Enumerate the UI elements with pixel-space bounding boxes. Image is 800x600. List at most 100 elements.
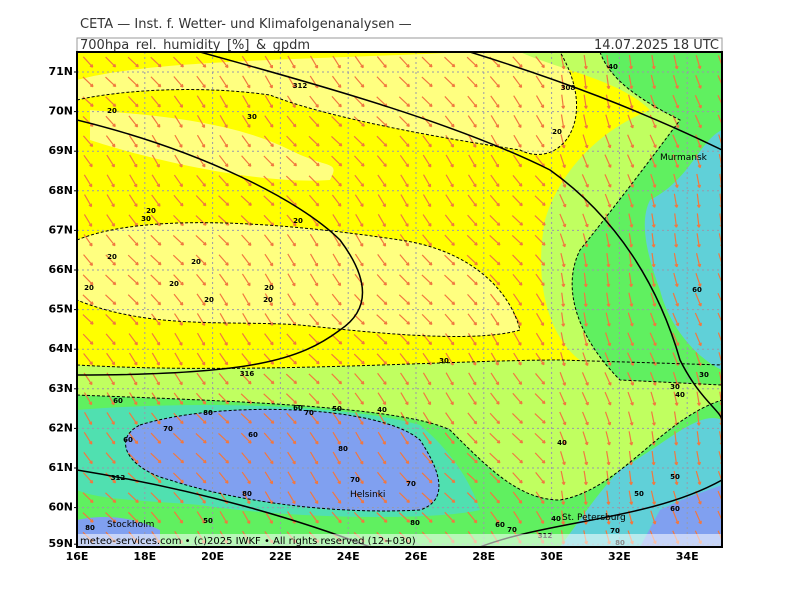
wind-arrow (354, 55, 364, 69)
wind-arrows (82, 54, 722, 545)
wind-arrow (512, 491, 523, 504)
wind-arrow (606, 470, 611, 486)
wind-arrow (105, 492, 117, 503)
wind-arrow (512, 392, 523, 405)
wind-arrow (263, 432, 274, 445)
wind-arrow (695, 272, 702, 287)
wind-arrow (583, 292, 588, 307)
wind-arrow (332, 214, 341, 227)
wind-arrow (651, 450, 656, 466)
wind-arrow (534, 432, 546, 444)
wind-arrow (398, 314, 411, 325)
wind-arrow (263, 373, 275, 385)
wind-arrow (444, 234, 455, 246)
wind-arrow (196, 75, 206, 88)
wind-arrow (489, 412, 501, 425)
wind-arrow (582, 233, 589, 248)
wind-arrow (421, 492, 433, 503)
axes: 71N70N69N68N67N66N65N64N63N62N61N60N59N1… (48, 65, 698, 563)
wind-arrow (241, 452, 252, 464)
wind-arrow (219, 75, 229, 89)
wind-arrow (604, 174, 612, 188)
wind-arrow (82, 135, 94, 148)
wind-arrow (466, 76, 478, 88)
wind-arrow (512, 56, 523, 68)
wind-arrow (82, 512, 94, 523)
wind-arrow (173, 76, 184, 88)
wind-arrow (628, 490, 634, 505)
wind-arrow (331, 75, 342, 88)
wind-arrow (466, 274, 478, 286)
wind-arrow (218, 413, 230, 424)
wind-arrow (513, 134, 522, 148)
wind-arrow (331, 353, 343, 365)
wind-arrow (489, 194, 500, 207)
contour-label: 60 (495, 521, 505, 529)
wind-arrow (672, 94, 680, 109)
wind-arrow (582, 213, 589, 228)
contour (469, 52, 722, 151)
wind-arrow (332, 273, 342, 287)
wind-arrow (127, 492, 139, 503)
wind-arrow (353, 155, 365, 167)
wind-arrow (264, 95, 274, 109)
wind-arrow (651, 470, 656, 486)
wind-arrow (399, 154, 410, 168)
wind-arrow (105, 96, 117, 108)
wind-arrow (583, 312, 588, 327)
wind-arrow (490, 392, 500, 405)
wind-arrow (650, 292, 657, 307)
lon-label: 24E (337, 550, 360, 563)
wind-arrow (196, 174, 206, 187)
wind-arrow (444, 56, 456, 68)
wind-arrow (106, 194, 115, 208)
wind-arrow (511, 215, 524, 226)
wind-arrow (263, 135, 274, 148)
wind-arrow (354, 194, 364, 207)
wind-arrow (332, 412, 342, 425)
wind-arrow (332, 233, 341, 247)
wind-arrow (264, 75, 273, 89)
wind-arrow (512, 293, 522, 306)
wind-arrow (627, 372, 635, 386)
wind-arrow (650, 173, 657, 188)
wind-arrow (534, 215, 546, 226)
wind-arrow (309, 451, 319, 465)
wind-arrow (400, 194, 409, 208)
wind-arrow (240, 432, 252, 444)
wind-arrow (128, 234, 139, 246)
wind-arrow (174, 115, 183, 128)
wind-arrow (583, 54, 588, 70)
wind-arrow (695, 134, 702, 149)
wind-arrow (581, 174, 589, 188)
wind-arrow (651, 411, 656, 426)
wind-arrow (82, 274, 94, 286)
wind-arrow (535, 95, 545, 109)
wind-arrow (674, 213, 679, 228)
wind-arrow (287, 253, 296, 267)
wind-arrow (583, 94, 588, 109)
wind-arrow (628, 292, 634, 307)
wind-arrow (535, 115, 545, 128)
wind-arrow (128, 313, 139, 326)
wind-arrow (400, 412, 409, 425)
wind-arrow (534, 413, 546, 424)
contour-label: 80 (338, 445, 348, 453)
footer-bg (77, 534, 722, 547)
wind-arrow (196, 115, 206, 128)
wind-arrow (376, 333, 388, 345)
wind-arrow (489, 274, 501, 286)
wind-arrow (151, 412, 161, 425)
wind-arrow (219, 511, 228, 524)
wind-arrow (398, 492, 410, 504)
wind-arrow (377, 451, 387, 465)
wind-arrow (196, 134, 206, 148)
wind-arrow (263, 413, 275, 424)
wind-arrow (696, 233, 701, 248)
lon-label: 30E (540, 550, 563, 563)
wind-arrow (673, 253, 679, 268)
wind-arrow (422, 234, 432, 247)
wind-arrow (286, 95, 296, 108)
wind-arrow (128, 194, 138, 208)
wind-arrow (467, 392, 477, 405)
